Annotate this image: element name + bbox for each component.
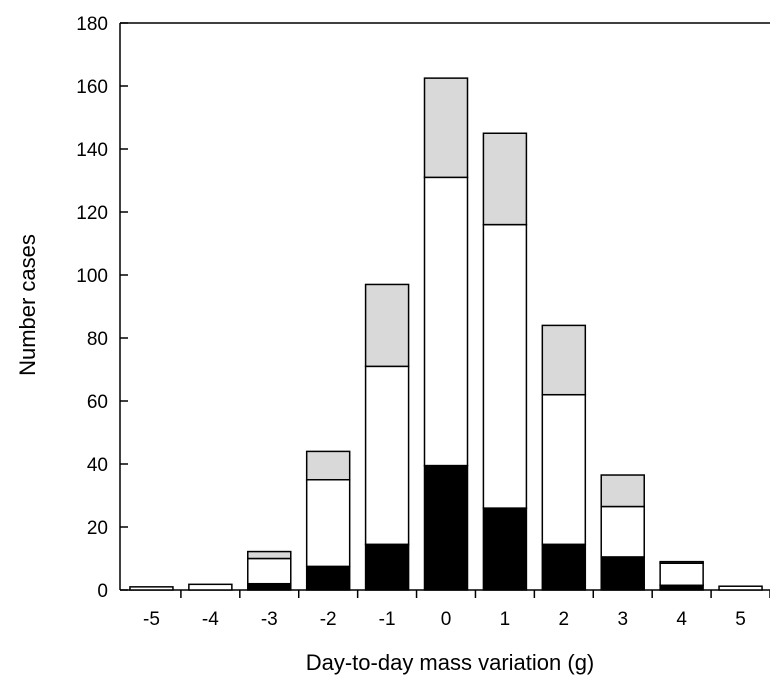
y-axis-title: Number cases xyxy=(15,234,40,376)
y-tick-label: 40 xyxy=(87,455,108,476)
bar-segment xyxy=(305,450,351,481)
x-tick-label: -4 xyxy=(202,609,219,630)
x-tick-label: 1 xyxy=(500,609,511,630)
y-tick-label: 100 xyxy=(76,266,108,287)
bar-segment xyxy=(364,543,410,591)
bar-segment xyxy=(247,582,292,591)
bar-segment xyxy=(600,556,645,591)
y-tick-label: 120 xyxy=(76,203,108,224)
x-tick-label: -3 xyxy=(261,609,278,630)
x-tick-label: -1 xyxy=(379,609,396,630)
y-tick-label: 60 xyxy=(87,392,108,413)
bar-segment xyxy=(364,365,410,546)
bar-segment xyxy=(541,543,587,591)
bar-segment xyxy=(482,223,528,509)
bar-segment xyxy=(600,505,645,558)
bar-segment xyxy=(659,562,704,587)
y-tick-label: 140 xyxy=(76,140,108,161)
bar-segment xyxy=(305,479,351,568)
x-tick-label: 4 xyxy=(676,609,687,630)
x-tick-label: 3 xyxy=(617,609,628,630)
y-tick-label: 80 xyxy=(87,329,108,350)
bar-segment xyxy=(541,324,587,396)
x-tick-label: -5 xyxy=(143,609,160,630)
x-tick-label: -2 xyxy=(320,609,337,630)
bar-segment xyxy=(364,283,410,368)
bar-segment xyxy=(423,176,469,467)
bar-segment xyxy=(247,557,292,585)
bar-segment xyxy=(305,565,351,591)
x-axis-ticks: -5 -4 -3 -2 -1 0 1 2 3 4 5 xyxy=(143,590,770,630)
bar-segment xyxy=(129,586,174,591)
bar-segment xyxy=(600,474,645,508)
y-axis-ticks: 0 20 40 60 80 100 120 140 160 180 xyxy=(76,14,128,602)
x-tick-label: 0 xyxy=(441,609,452,630)
bar-segment xyxy=(423,77,469,179)
chart-bars xyxy=(129,77,763,591)
bar-segment xyxy=(188,583,233,591)
y-tick-label: 20 xyxy=(87,518,108,539)
bar-segment xyxy=(718,585,763,591)
x-tick-label: 2 xyxy=(559,609,570,630)
bar-segment xyxy=(541,393,587,546)
y-tick-label: 0 xyxy=(97,581,108,602)
x-tick-label: 5 xyxy=(735,609,746,630)
bar-segment xyxy=(482,507,528,591)
bar-segment xyxy=(423,464,469,591)
y-tick-label: 180 xyxy=(76,14,108,35)
bar-segment xyxy=(247,550,292,560)
bar-segment xyxy=(482,132,528,226)
x-axis-title: Day-to-day mass variation (g) xyxy=(306,650,595,675)
bar-segment xyxy=(659,560,704,564)
y-tick-label: 160 xyxy=(76,77,108,98)
